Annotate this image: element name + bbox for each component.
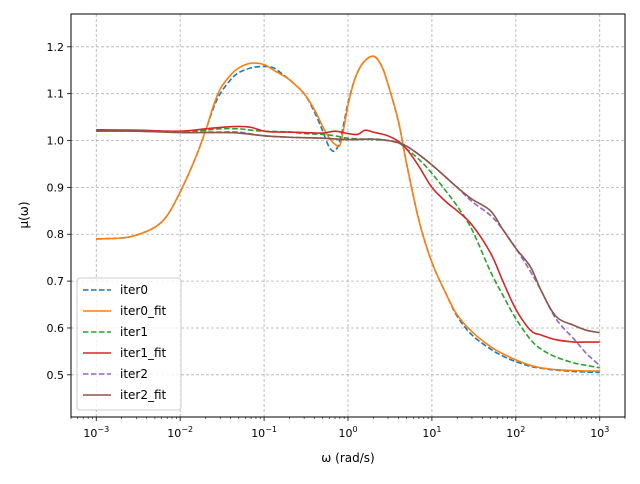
x-tick-label-base: 10 (251, 427, 265, 440)
x-tick-label-exponent: 0 (352, 425, 357, 434)
legend-label: iter2 (120, 367, 148, 381)
y-tick-label: 0.9 (47, 181, 65, 194)
x-tick-label-exponent: 2 (520, 425, 525, 434)
x-axis-label: ω (rad/s) (321, 451, 374, 465)
y-tick-label: 1.2 (47, 41, 65, 54)
y-tick-label: 0.7 (47, 275, 65, 288)
x-tick-label-exponent: 3 (604, 425, 609, 434)
y-axis-label: μ(ω) (17, 201, 31, 228)
x-tick-label-base: 10 (590, 427, 604, 440)
x-tick-label-exponent: −3 (97, 425, 109, 434)
series-line-iter2 (96, 130, 601, 367)
x-tick-label: 10−3 (83, 425, 109, 440)
x-tick-label-base: 10 (83, 427, 97, 440)
x-tick-label: 100 (338, 425, 357, 440)
legend-label: iter0_fit (120, 304, 167, 318)
x-axis: 10−3 10−2 10−1 100 101 102 103 (70, 417, 626, 440)
x-tick-label: 102 (506, 425, 525, 440)
x-tick-label-exponent: −2 (181, 425, 193, 434)
legend-label: iter0 (120, 283, 148, 297)
legend-label: iter1_fit (120, 346, 167, 360)
series-lines (96, 55, 601, 374)
y-tick-label: 0.5 (47, 369, 65, 382)
x-tick-label-exponent: 1 (436, 425, 441, 434)
y-tick-label: 1.1 (47, 88, 65, 101)
series-line-iter2_fit (96, 130, 600, 334)
x-tick-label: 101 (422, 425, 441, 440)
x-tick-label-base: 10 (506, 427, 520, 440)
x-tick-label-base: 10 (167, 427, 181, 440)
y-tick-label: 0.6 (47, 322, 65, 335)
x-tick-label-base: 10 (338, 427, 352, 440)
series-line-iter1_fit (96, 125, 600, 343)
x-tick-label-exponent: −1 (265, 425, 277, 434)
x-tick-label: 10−1 (251, 425, 277, 440)
legend-label: iter2_fit (120, 388, 167, 402)
y-axis: 0.5 0.6 0.7 0.8 0.9 1.0 1.1 1.2 (47, 41, 71, 382)
x-tick-label: 10−2 (167, 425, 193, 440)
x-tick-label-base: 10 (422, 427, 436, 440)
y-tick-label: 1.0 (47, 135, 65, 148)
series-line-iter0_fit (96, 55, 600, 372)
x-tick-label: 103 (590, 425, 609, 440)
legend: iter0 iter0_fit iter1 iter1_fit iter2 iter2_f… (76, 277, 182, 411)
y-tick-label: 0.8 (47, 228, 65, 241)
legend-label: iter1 (120, 325, 148, 339)
grid-lines (71, 14, 625, 417)
